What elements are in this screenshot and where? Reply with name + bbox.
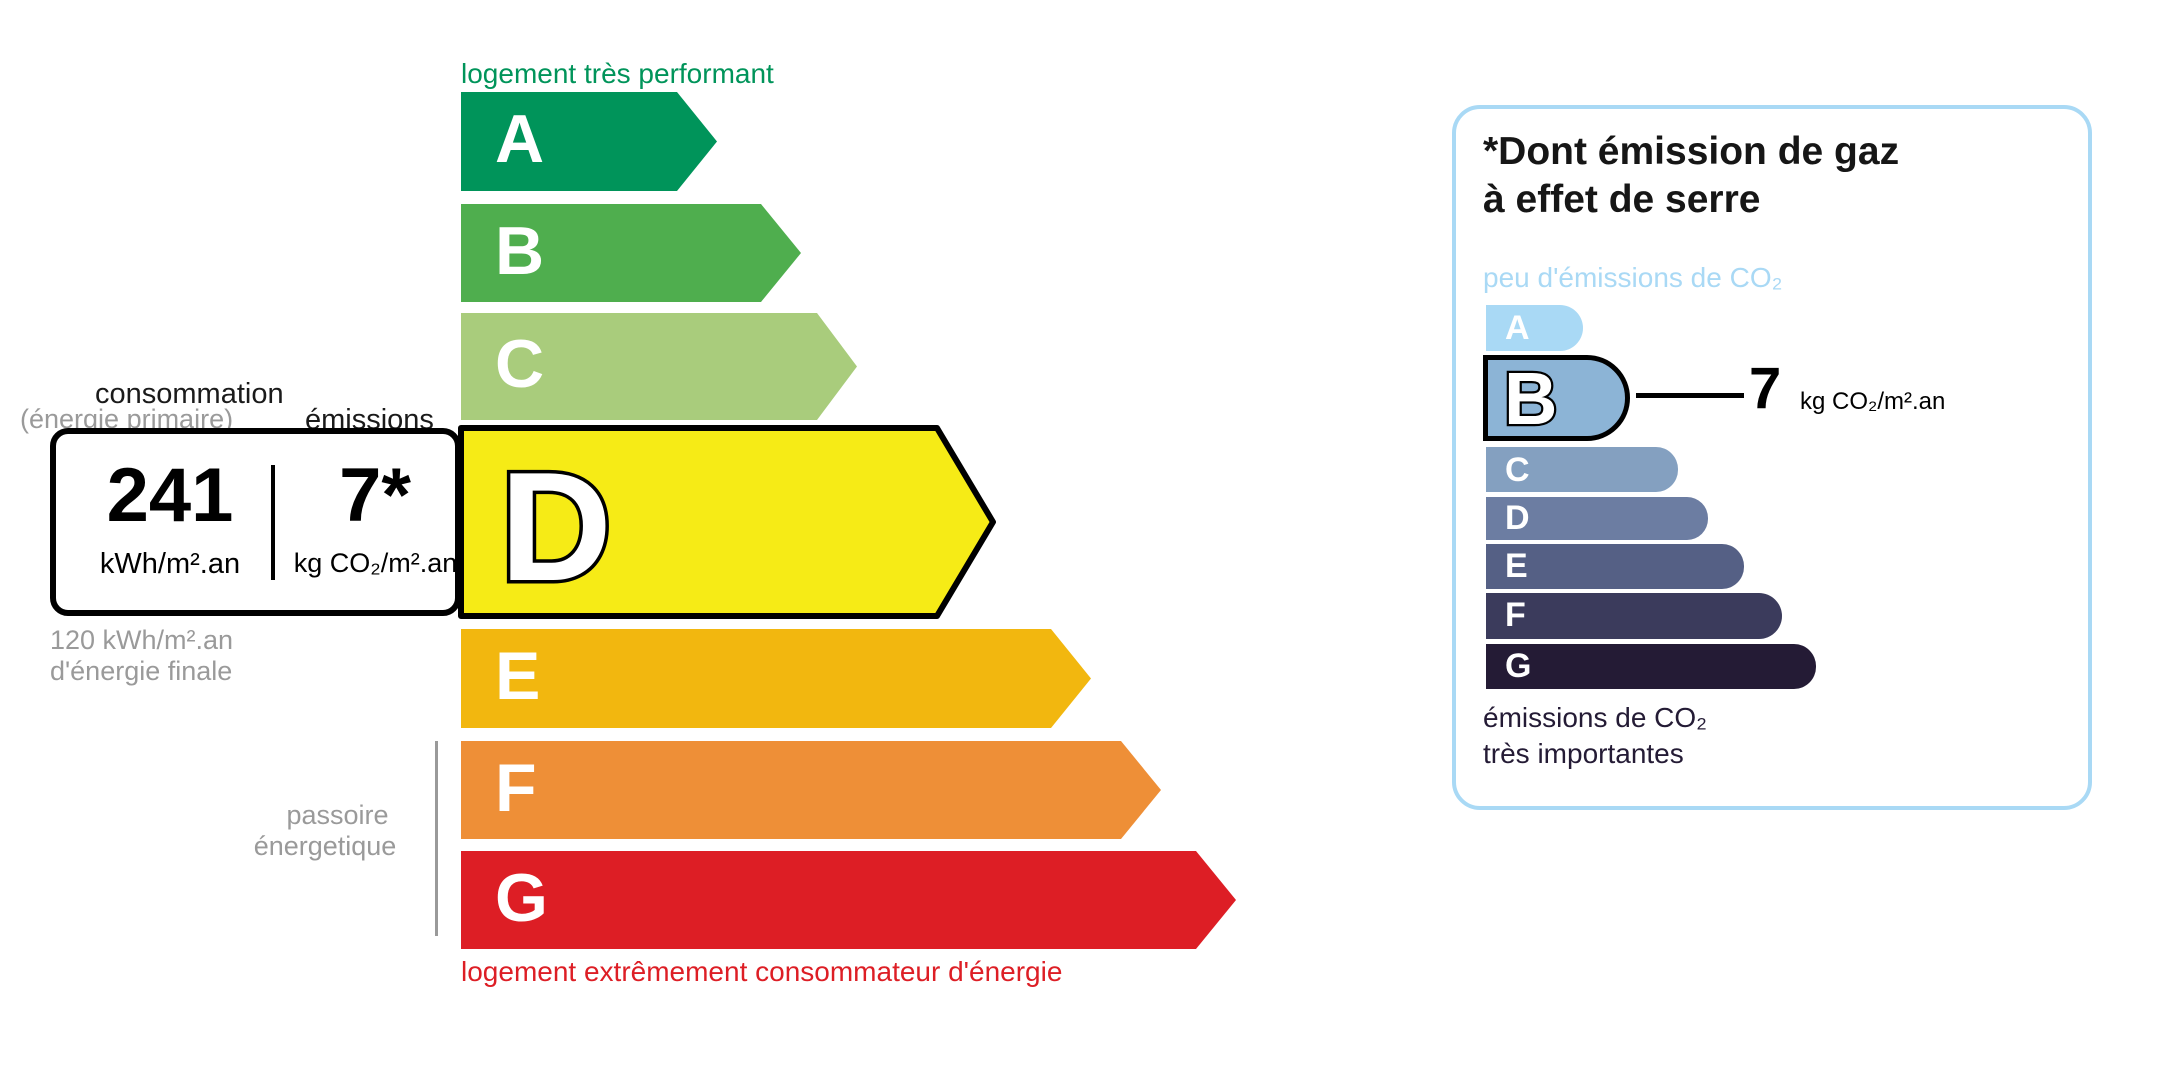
svg-text:B: B [1504, 358, 1557, 440]
